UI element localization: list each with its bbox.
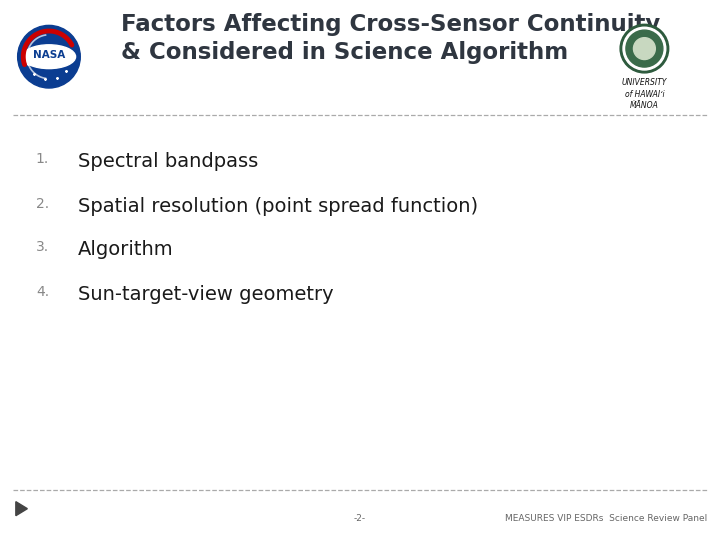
Polygon shape: [16, 502, 27, 516]
Ellipse shape: [17, 25, 81, 88]
Text: 1.: 1.: [36, 152, 49, 166]
Text: NASA: NASA: [33, 50, 65, 60]
Ellipse shape: [623, 27, 666, 70]
Text: Spatial resolution (point spread function): Spatial resolution (point spread functio…: [78, 197, 478, 216]
Text: Sun-target-view geometry: Sun-target-view geometry: [78, 285, 333, 304]
Text: 2.: 2.: [36, 197, 49, 211]
Text: Factors Affecting Cross-Sensor Continuity
& Considered in Science Algorithm: Factors Affecting Cross-Sensor Continuit…: [121, 14, 660, 64]
Ellipse shape: [626, 30, 663, 67]
Text: Algorithm: Algorithm: [78, 240, 174, 259]
Ellipse shape: [634, 38, 655, 59]
Ellipse shape: [620, 24, 669, 73]
Text: 3.: 3.: [36, 240, 49, 254]
Text: UNIVERSITY
of HAWAIʻi
ṀĀNOA: UNIVERSITY of HAWAIʻi ṀĀNOA: [621, 78, 667, 110]
Text: MEASURES VIP ESDRs  Science Review Panel: MEASURES VIP ESDRs Science Review Panel: [505, 514, 707, 523]
Ellipse shape: [22, 45, 76, 69]
Text: -2-: -2-: [354, 514, 366, 523]
Text: Spectral bandpass: Spectral bandpass: [78, 152, 258, 171]
Text: 4.: 4.: [36, 285, 49, 299]
